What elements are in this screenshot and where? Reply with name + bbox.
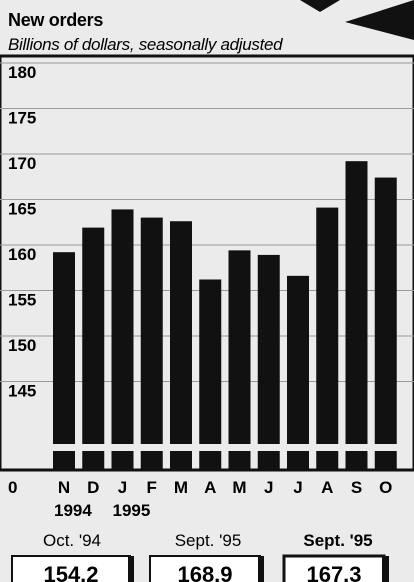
corner-decoration (300, 0, 340, 12)
bar (111, 209, 134, 444)
y-axis-ticks: 180 175 170 165 160 155 150 145 0 (8, 63, 36, 497)
y-tick-label: 155 (8, 291, 36, 310)
bar-stub (257, 451, 280, 471)
bars (53, 161, 397, 444)
y-tick-label: 175 (8, 109, 36, 128)
x-category-label: N (58, 478, 70, 497)
x-category-label: M (174, 478, 188, 497)
x-axis-years: 1994 1995 (54, 501, 150, 520)
bar (287, 275, 309, 444)
bar (345, 161, 368, 444)
x-category-label: A (321, 478, 333, 497)
y-tick-label: 145 (8, 382, 36, 401)
summary-box-label-2: Sept. '95 (175, 531, 242, 550)
bar-stub (199, 451, 222, 471)
bar (53, 252, 75, 444)
summary-box-1: Oct. '94 154.2 (11, 531, 134, 582)
y-tick-label: 0 (8, 478, 17, 497)
corner-decoration-2 (345, 0, 414, 40)
summary-box-label-3: Sept. '95 (303, 531, 372, 550)
y-tick-label: 165 (8, 200, 36, 219)
summary-box-2: Sept. '95 168.9 (149, 531, 264, 582)
x-category-label: F (147, 478, 157, 497)
summary-box-value-2: 168.9 (177, 562, 232, 582)
bar (140, 217, 163, 444)
x-category-label: A (204, 478, 216, 497)
x-category-label: M (232, 478, 246, 497)
y-tick-label: 160 (8, 245, 36, 264)
bar-stub (111, 451, 134, 471)
x-category-label: D (87, 478, 99, 497)
chart-title: New orders (8, 10, 103, 30)
bar-stub (287, 451, 309, 471)
x-category-label: O (379, 478, 392, 497)
summary-box-label-1: Oct. '94 (43, 531, 101, 550)
y-tick-label: 150 (8, 336, 36, 355)
bar-stub (316, 451, 339, 471)
bar (199, 279, 222, 444)
summary-box-3: Sept. '95 167.3 (282, 531, 389, 582)
bar (374, 177, 397, 444)
chart-subtitle: Billions of dollars, seasonally adjusted (8, 35, 283, 54)
bar (257, 254, 280, 444)
bar-stub (345, 451, 368, 471)
x-category-label: J (293, 478, 302, 497)
bar (170, 221, 192, 444)
bar (316, 207, 339, 444)
bar-stub (170, 451, 192, 471)
bar-stub (228, 451, 251, 471)
bar (82, 227, 105, 444)
y-tick-label: 180 (8, 63, 36, 82)
x-year-label: 1995 (113, 501, 151, 520)
bar-stub (82, 451, 105, 471)
summary-boxes: Oct. '94 154.2 Sept. '95 168.9 Sept. '95… (11, 531, 389, 582)
summary-box-value-1: 154.2 (43, 562, 98, 582)
bar (228, 250, 251, 444)
bar-stub (374, 451, 397, 471)
bar-stub (53, 451, 75, 471)
x-category-label: J (118, 478, 127, 497)
x-category-label: J (264, 478, 273, 497)
summary-box-value-3: 167.3 (306, 562, 361, 582)
bar-stub (140, 451, 163, 471)
y-tick-label: 170 (8, 154, 36, 173)
x-category-label: S (351, 478, 362, 497)
x-year-label: 1994 (54, 501, 92, 520)
bar-stubs (53, 451, 397, 471)
